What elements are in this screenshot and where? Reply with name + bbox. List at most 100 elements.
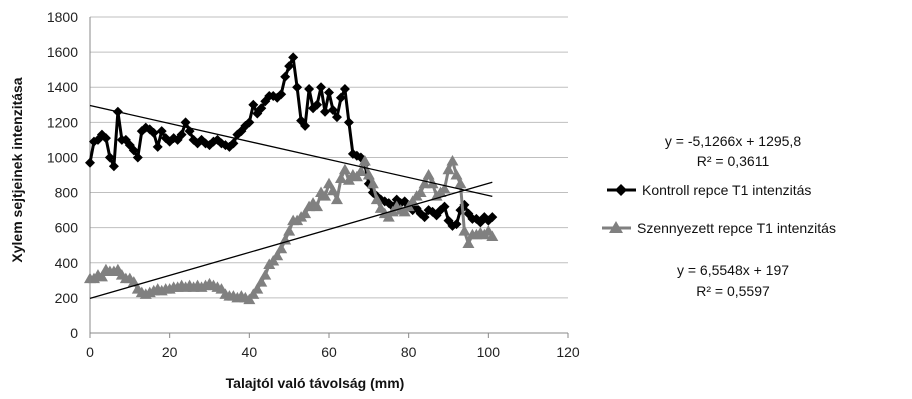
y-tick-label: 400 (55, 255, 79, 271)
data-point-diamond (85, 157, 95, 168)
y-axis-title: Xylem sejtjeinek intenzitása (9, 77, 25, 262)
data-point-diamond (280, 71, 291, 82)
y-tick-label: 200 (55, 290, 79, 306)
data-point-diamond (300, 120, 311, 131)
y-tick-label: 600 (55, 220, 79, 236)
data-point-triangle (462, 237, 475, 248)
data-point-triangle (366, 177, 379, 189)
data-point-triangle (350, 170, 363, 182)
data-point-diamond (316, 82, 327, 93)
data-point-diamond (120, 134, 131, 145)
x-tick-label: 20 (162, 344, 178, 360)
data-point-triangle (446, 154, 459, 166)
x-tick-label: 40 (242, 344, 258, 360)
data-point-triangle (299, 207, 312, 219)
data-point-triangle (358, 154, 371, 166)
data-point-diamond (156, 126, 167, 137)
data-point-diamond (339, 83, 350, 94)
legend: Kontroll repce T1 intenzitás Szennyezett… (602, 182, 836, 236)
y-tick-label: 800 (55, 185, 79, 201)
data-point-triangle (418, 177, 431, 189)
data-point-triangle (127, 276, 140, 287)
data-point-diamond (152, 141, 163, 152)
y-tick-label: 0 (70, 325, 78, 341)
data-point-diamond (335, 92, 346, 103)
data-point-triangle (450, 169, 463, 180)
data-point-triangle (334, 172, 347, 184)
data-point-triangle (342, 174, 355, 185)
data-point-diamond (451, 219, 462, 230)
data-point-triangle (259, 269, 272, 280)
trendline-r2-szennyezett: R² = 0,5597 (696, 283, 770, 299)
data-point-diamond (419, 212, 430, 223)
series (84, 52, 499, 305)
legend-label-kontroll: Kontroll repce T1 intenzitás (642, 182, 811, 198)
x-tick-label: 100 (477, 344, 501, 360)
data-point-diamond (276, 89, 287, 100)
data-point-triangle (486, 230, 499, 241)
legend-label-szennyezett: Szennyezett repce T1 intenzitás (637, 220, 836, 236)
data-point-diamond (176, 129, 187, 140)
data-point-triangle (311, 200, 324, 212)
trendline-szennyezett (89, 181, 493, 300)
axes: 0 200 400 600 800 1000 1200 1400 1600 1800 0 20 40 60… (47, 9, 580, 360)
data-point-diamond (248, 99, 259, 110)
data-point-diamond (292, 82, 303, 93)
data-point-triangle (382, 211, 395, 222)
data-point-diamond (132, 152, 143, 163)
trendline-equation-szennyezett: y = 6,5548x + 197 (677, 262, 789, 278)
y-tick-label: 1800 (47, 9, 78, 25)
data-point-triangle (438, 183, 451, 194)
data-point-diamond (140, 122, 151, 133)
data-point-triangle (283, 225, 296, 236)
trendline-r2-kontroll: R² = 0,3611 (697, 153, 770, 169)
data-point-diamond (256, 103, 267, 114)
y-tick-label: 1200 (47, 114, 78, 130)
data-point-triangle (354, 165, 367, 176)
data-point-diamond (128, 145, 139, 156)
y-tick-label: 1600 (47, 44, 78, 60)
series-line (88, 55, 494, 228)
legend-entry-kontroll: Kontroll repce T1 intenzitás (607, 182, 811, 198)
data-point-diamond (324, 87, 334, 98)
data-point-triangle (370, 193, 383, 205)
x-tick-label: 120 (556, 344, 580, 360)
data-point-diamond (331, 112, 342, 123)
trendline-kontroll (89, 104, 493, 198)
data-point-triangle (323, 177, 335, 189)
data-point-triangle (319, 190, 332, 201)
legend-entry-szennyezett: Szennyezett repce T1 intenzitás (602, 220, 836, 236)
data-point-triangle (454, 177, 467, 189)
trendline-equation-kontroll: y = -5,1266x + 1295,8 (665, 133, 801, 149)
data-point-triangle (414, 186, 427, 198)
data-point-diamond (343, 117, 354, 128)
data-point-triangle (255, 276, 268, 287)
data-point-triangle (362, 169, 375, 180)
data-point-triangle (326, 184, 339, 196)
y-tick-label: 1400 (47, 79, 78, 95)
data-point-diamond (148, 127, 159, 138)
legend-marker-diamond (615, 184, 627, 196)
data-point-triangle (251, 283, 264, 294)
data-point-triangle (458, 225, 471, 236)
data-point-triangle (442, 163, 455, 175)
data-point-diamond (100, 133, 111, 144)
data-point-diamond (180, 117, 191, 128)
data-point-diamond (228, 138, 239, 149)
data-point-diamond (327, 105, 338, 116)
data-point-diamond (312, 99, 323, 110)
data-point-triangle (95, 270, 108, 282)
data-point-diamond (284, 61, 295, 72)
data-point-diamond (104, 152, 115, 163)
data-point-triangle (422, 169, 435, 180)
data-point-diamond (487, 212, 498, 223)
series-szennyezett (84, 154, 499, 305)
data-point-triangle (275, 242, 288, 254)
y-tick-label: 1000 (47, 149, 78, 165)
gridlines (90, 16, 568, 299)
data-point-triangle (267, 255, 280, 266)
x-tick-label: 0 (86, 344, 94, 360)
data-point-diamond (304, 83, 315, 94)
series-kontroll (85, 52, 498, 231)
